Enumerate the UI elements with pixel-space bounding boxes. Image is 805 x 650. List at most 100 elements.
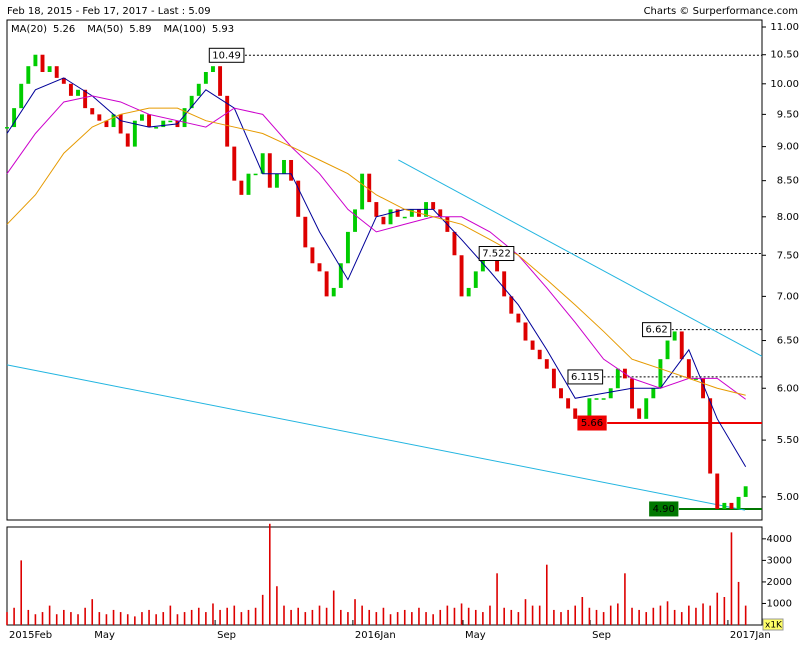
- volume-bar: [702, 603, 704, 625]
- candle: [551, 368, 556, 389]
- y-tick-label: 7.50: [777, 250, 799, 261]
- volume-bar: [261, 594, 264, 625]
- volume-bar: [531, 605, 534, 625]
- volume-bar: [205, 612, 207, 625]
- volume-bar: [176, 614, 179, 625]
- y-tick-label: 11.00: [770, 22, 799, 33]
- y-tick-label: 9.00: [777, 142, 799, 153]
- volume-bar: [27, 609, 30, 625]
- legend-value: 5.89: [129, 24, 151, 35]
- candle: [502, 271, 507, 297]
- candle: [61, 77, 66, 84]
- y-tick-label: 9.50: [777, 109, 799, 120]
- candle: [111, 114, 116, 128]
- volume-bar: [425, 612, 427, 625]
- candle: [12, 108, 17, 128]
- level-box: [642, 322, 672, 338]
- legend-name: MA(100): [164, 24, 206, 35]
- volume-bar: [233, 605, 236, 625]
- candle: [559, 388, 563, 399]
- volume-tick-label: 2000: [767, 577, 792, 588]
- volume-bar: [489, 605, 491, 625]
- candle: [132, 120, 137, 147]
- volume-bar: [411, 612, 413, 625]
- y-tick-label: 8.00: [777, 212, 799, 223]
- candle: [19, 83, 24, 109]
- volume-bar: [212, 603, 214, 625]
- candle: [225, 95, 230, 147]
- volume-bar: [524, 599, 527, 625]
- moving-average: [6, 77, 747, 467]
- volume-bar: [389, 614, 392, 625]
- volume-bar: [318, 605, 321, 625]
- candle: [523, 322, 528, 341]
- volume-bar: [34, 614, 37, 625]
- volume-bar: [6, 612, 8, 625]
- volume-bar: [375, 612, 378, 625]
- volume-bar: [361, 605, 363, 625]
- candle: [26, 66, 31, 84]
- volume-bar: [432, 614, 434, 625]
- volume-bar: [325, 607, 328, 625]
- candle: [615, 368, 620, 389]
- volume-bar: [403, 609, 406, 625]
- candle: [679, 331, 684, 360]
- volume-bar: [439, 609, 442, 625]
- volume-bar: [673, 609, 676, 625]
- candle: [544, 359, 549, 369]
- moving-average: [6, 107, 746, 396]
- volume-bar: [496, 573, 498, 625]
- volume-bar: [645, 612, 648, 625]
- candle: [154, 127, 159, 129]
- candle: [409, 209, 414, 217]
- candle: [722, 502, 727, 509]
- candle: [509, 296, 514, 314]
- volume-bar: [190, 609, 193, 625]
- candle: [68, 83, 73, 96]
- volume-bar: [155, 614, 157, 625]
- volume-bar: [545, 564, 548, 625]
- volume-bar: [716, 592, 719, 625]
- volume-bar: [240, 612, 243, 625]
- volume-bar: [538, 605, 541, 625]
- candle: [573, 408, 578, 419]
- volume-bar: [382, 607, 385, 625]
- candle: [665, 340, 670, 360]
- y-tick-label: 6.00: [777, 383, 799, 394]
- volume-bar: [631, 607, 633, 625]
- volume-bar: [148, 609, 150, 625]
- volume-bar: [680, 612, 683, 625]
- volume-bar: [268, 523, 271, 625]
- x-tick-label: 2017Jan: [730, 630, 771, 641]
- price-frame: [6, 19, 763, 521]
- volume-bar: [588, 607, 591, 625]
- volume-bar: [297, 607, 300, 625]
- candle: [303, 216, 308, 248]
- volume-bar: [247, 609, 250, 625]
- level-label: 5.66: [581, 418, 603, 429]
- volume-bar: [283, 605, 285, 625]
- candle: [353, 209, 357, 232]
- volume-bar: [744, 605, 747, 625]
- candle: [601, 398, 606, 400]
- trendline: [398, 159, 763, 357]
- y-tick-label: 10.00: [770, 79, 799, 90]
- volume-bar: [638, 609, 640, 625]
- volume-bar: [688, 605, 690, 625]
- volume-bar: [340, 609, 342, 625]
- candle: [637, 408, 642, 419]
- candle: [630, 378, 634, 409]
- candle: [644, 398, 649, 419]
- candle: [701, 378, 706, 399]
- moving-average: [6, 95, 746, 400]
- volume-bar: [134, 616, 136, 625]
- candle: [246, 173, 251, 195]
- volume-bar: [560, 612, 562, 625]
- candle: [118, 114, 123, 134]
- volume-bar: [347, 612, 349, 625]
- candle: [345, 231, 350, 264]
- candle: [161, 120, 166, 128]
- candle: [388, 209, 393, 225]
- candle: [338, 263, 343, 288]
